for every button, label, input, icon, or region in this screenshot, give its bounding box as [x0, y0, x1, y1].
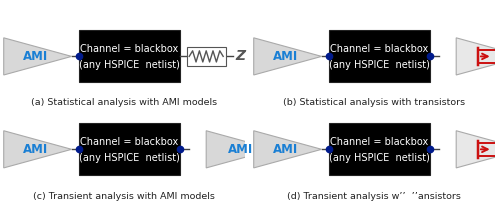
Text: Channel = blackbox: Channel = blackbox: [330, 44, 428, 54]
Bar: [329, 30, 430, 82]
Text: (c) Transient analysis with AMI models: (c) Transient analysis with AMI models: [33, 193, 215, 201]
Text: AMI: AMI: [22, 143, 48, 156]
Text: AMI: AMI: [22, 50, 48, 63]
Text: (any HSPICE  netlist): (any HSPICE netlist): [329, 60, 430, 70]
Text: Channel = blackbox: Channel = blackbox: [330, 137, 428, 147]
Polygon shape: [4, 131, 71, 168]
Text: (d) Transient analysis w’’  ’’ansistors: (d) Transient analysis w’’ ’’ansistors: [287, 193, 461, 201]
Polygon shape: [254, 38, 322, 75]
Bar: [79, 123, 180, 175]
Text: (b) Statistical analysis with transistors: (b) Statistical analysis with transistor…: [283, 98, 465, 106]
Text: Z: Z: [236, 49, 246, 63]
Text: AMI: AMI: [272, 143, 298, 156]
Polygon shape: [456, 38, 500, 75]
Text: AMI: AMI: [228, 143, 253, 156]
Text: (any HSPICE  netlist): (any HSPICE netlist): [329, 153, 430, 163]
Text: AMI: AMI: [272, 50, 298, 63]
Text: (a) Statistical analysis with AMI models: (a) Statistical analysis with AMI models: [31, 98, 217, 106]
Text: Channel = blackbox: Channel = blackbox: [80, 44, 178, 54]
Polygon shape: [206, 131, 274, 168]
Bar: [79, 30, 180, 82]
Polygon shape: [254, 131, 322, 168]
Polygon shape: [456, 131, 500, 168]
Text: Channel = blackbox: Channel = blackbox: [80, 137, 178, 147]
Text: (any HSPICE  netlist): (any HSPICE netlist): [79, 60, 180, 70]
Bar: [187, 47, 226, 66]
Polygon shape: [4, 38, 71, 75]
Text: (any HSPICE  netlist): (any HSPICE netlist): [79, 153, 180, 163]
Bar: [329, 123, 430, 175]
